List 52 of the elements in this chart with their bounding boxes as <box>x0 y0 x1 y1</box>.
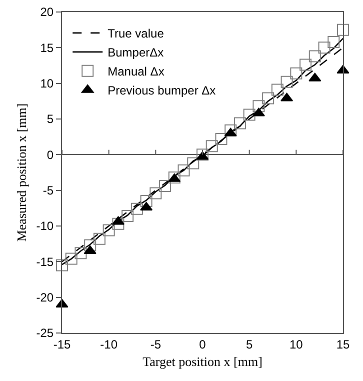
point <box>159 180 172 192</box>
point <box>112 218 124 230</box>
point <box>300 58 312 71</box>
point <box>337 24 349 36</box>
point <box>65 252 78 265</box>
point <box>150 187 162 200</box>
y-tick-label: 10 <box>40 76 54 91</box>
point <box>271 84 284 96</box>
x-tick-label: -5 <box>150 337 162 352</box>
point <box>262 92 274 104</box>
point <box>243 108 256 121</box>
point <box>187 157 200 170</box>
point <box>318 42 330 54</box>
legend-label: Manual Δx <box>108 64 164 79</box>
point <box>56 259 68 272</box>
point <box>178 164 190 176</box>
y-axis-title: Measured position x [mm] <box>14 103 30 242</box>
point <box>215 132 228 145</box>
point <box>130 202 143 215</box>
x-axis-title: Target position x [mm] <box>142 354 262 369</box>
point <box>122 210 134 222</box>
point <box>84 239 96 252</box>
legend-label: BumperΔx <box>108 46 164 60</box>
x-tick-label: 5 <box>246 337 253 352</box>
x-tick-label: 15 <box>336 337 350 352</box>
point <box>206 140 218 152</box>
point <box>290 67 302 80</box>
x-tick-label: -10 <box>100 337 118 352</box>
y-tick-label: 5 <box>46 112 54 126</box>
point <box>140 195 152 208</box>
y-tick-label: -25 <box>36 326 54 340</box>
point <box>280 76 293 88</box>
point <box>74 247 87 260</box>
y-tick-label: 15 <box>40 40 54 55</box>
y-tick-label: 0 <box>46 148 54 162</box>
point <box>252 100 265 112</box>
point <box>196 148 208 161</box>
legend-label: Previous bumper Δx <box>108 84 216 98</box>
y-tick-label: 20 <box>40 5 54 20</box>
point <box>224 124 237 136</box>
x-tick-label: 0 <box>199 337 206 352</box>
point <box>328 36 340 48</box>
y-tick-label: -20 <box>36 290 54 305</box>
legend-label: True value <box>108 26 164 41</box>
x-tick-label: 10 <box>289 337 304 352</box>
y-tick-label: -5 <box>42 184 54 198</box>
point <box>102 224 115 236</box>
y-tick-label: -10 <box>36 219 54 234</box>
point <box>308 50 321 62</box>
point <box>93 232 106 245</box>
point <box>234 117 246 130</box>
y-tick-label: -15 <box>36 254 54 269</box>
